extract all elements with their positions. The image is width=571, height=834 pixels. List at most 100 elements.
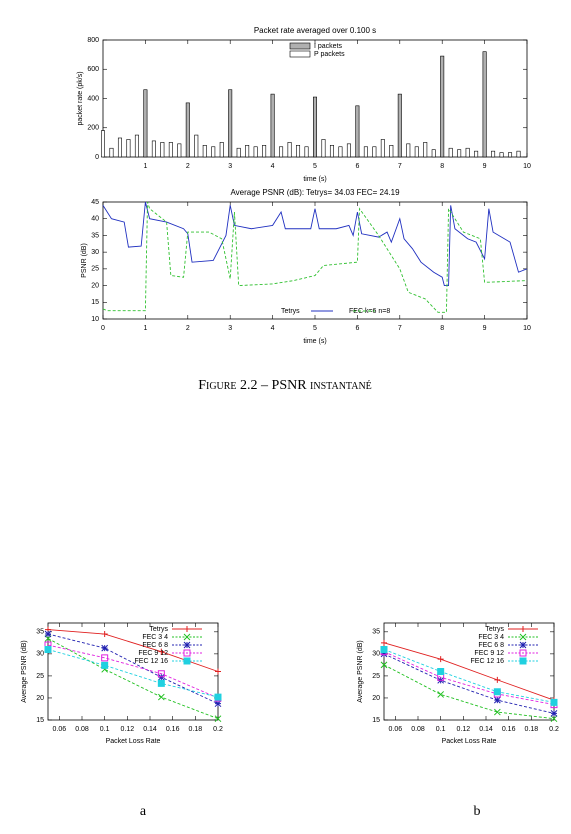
bar [516,150,521,158]
x-tick-label: 0.1 [436,726,446,733]
data-line [102,201,528,287]
x-tick-label: 0.08 [75,726,89,733]
y-tick-label: 600 [87,66,99,73]
bar [380,139,385,158]
x-tick-label: 9 [483,163,487,170]
x-tick-label: 0.2 [213,726,223,733]
legend-label: FEC 12 16 [471,658,505,665]
marker [157,670,165,678]
marker [493,696,501,704]
marker [437,668,445,675]
marker [380,650,388,658]
legend-label: Tetrys [149,626,168,633]
y-axis-label: Average PSNR (dB) [357,640,364,703]
bar [304,146,309,158]
bar [219,142,224,158]
marker [101,654,109,662]
x-tick-label: 10 [523,163,531,170]
plot-frame [102,201,528,320]
marker [214,715,222,723]
bar [313,96,317,158]
y-axis-label: Average PSNR (dB) [21,640,28,703]
x-tick-label: 10 [523,325,531,332]
bar [245,145,250,158]
y-tick-label: 30 [91,249,99,256]
x-tick-label: 7 [398,163,402,170]
data-line [47,649,219,698]
chart-title: Packet rate averaged over 0.100 s [254,26,376,35]
marker [157,679,165,687]
y-tick-label: 400 [87,95,99,102]
data-line [383,651,555,706]
bar [338,146,343,158]
plot-frame [383,622,555,721]
bar [228,89,233,158]
bar [397,93,402,158]
legend-label: P packets [314,51,345,58]
marker [183,657,191,665]
marker [215,668,221,675]
legend-label: I packets [314,43,343,50]
marker [157,673,165,681]
x-axis-label: Packet Loss Rate [442,738,497,745]
legend-label: FEC 3 4 [478,634,504,641]
y-tick-label: 0 [95,154,99,161]
bar [151,140,156,158]
bar [499,152,504,158]
data-line [383,653,555,714]
x-tick-label: 5 [313,163,317,170]
marker [101,661,109,669]
marker [437,656,444,663]
bar [296,145,301,158]
bar [406,143,411,158]
y-axis-label: PSNR (dB) [81,243,88,278]
x-tick-label: 0.16 [166,726,180,733]
bar [160,142,165,158]
y-tick-label: 15 [372,717,380,724]
x-tick-label: 0.16 [502,726,516,733]
marker [519,657,527,665]
bar [482,51,487,158]
y-tick-label: 200 [87,125,99,132]
y-tick-label: 25 [36,673,44,680]
marker [157,693,165,701]
x-tick-label: 4 [271,163,275,170]
marker [184,626,190,632]
bar [177,143,182,158]
x-axis-label: time (s) [303,338,326,345]
y-tick-label: 35 [36,629,44,636]
bar [287,142,292,158]
legend-label: FEC 6 8 [478,642,504,649]
data-line [383,649,555,703]
marker [214,693,222,701]
x-tick-label: 1 [143,325,147,332]
marker [158,648,165,655]
x-tick-label: 0.1 [100,726,110,733]
marker [519,633,527,641]
y-tick-label: 20 [91,282,99,289]
y-axis-label: packet rate (pk/s) [77,71,84,125]
chart-title: Average PSNR (dB): Tetrys= 34.03 FEC= 24… [230,188,400,197]
marker [101,631,108,638]
x-axis-label: time (s) [303,176,326,183]
bar [363,146,368,158]
bar [321,139,326,158]
bar [211,146,216,158]
x-tick-label: 0.12 [121,726,135,733]
legend-swatch [289,50,311,58]
bar [372,146,377,158]
marker [493,708,501,716]
marker [44,645,52,653]
bar [423,142,428,158]
bar [143,89,148,158]
x-tick-label: 0.06 [389,726,403,733]
marker [183,633,191,641]
bar [109,147,114,158]
marker [550,698,558,706]
y-tick-label: 15 [36,717,44,724]
x-tick-label: 0 [101,325,105,332]
legend-label: FEC 12 16 [135,658,169,665]
x-tick-label: 8 [440,325,444,332]
